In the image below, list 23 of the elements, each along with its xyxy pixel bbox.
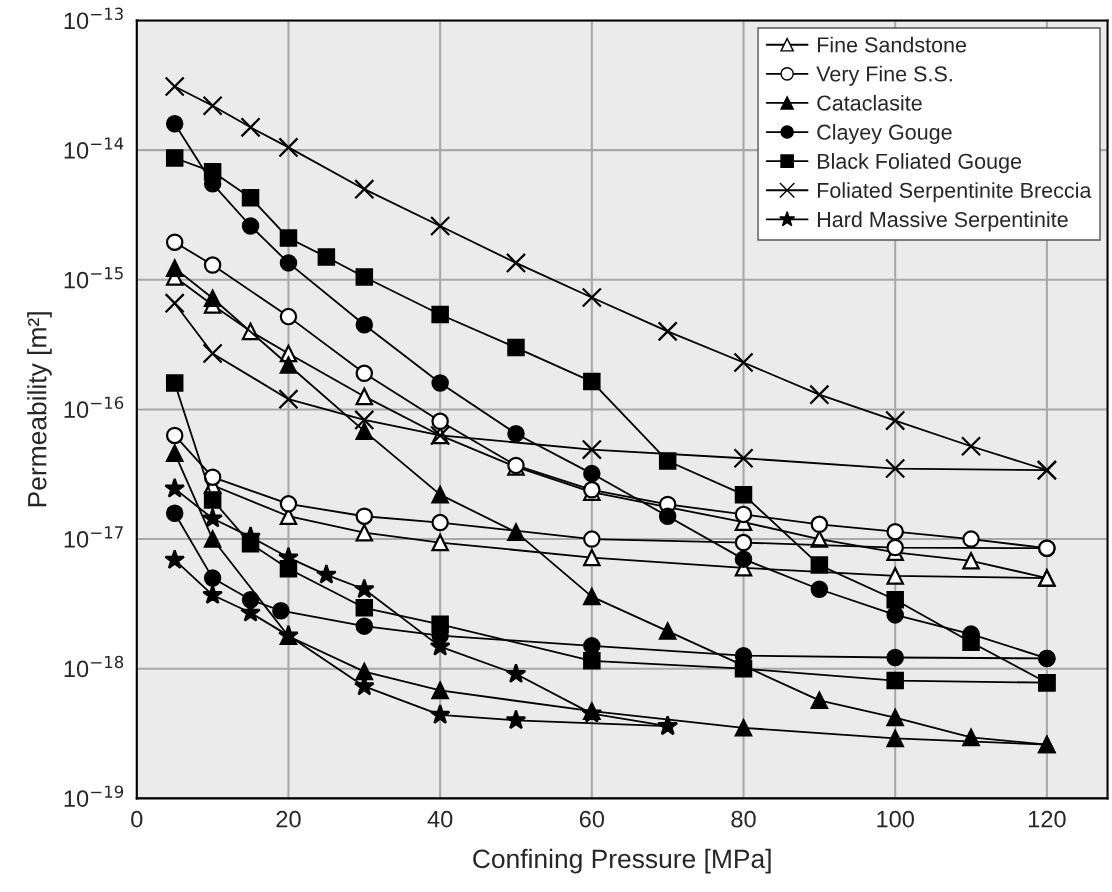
legend-label: Foliated Serpentinite Breccia	[817, 182, 1092, 203]
x-tick-label: 80	[731, 810, 756, 828]
legend-label: Clayey Gouge	[817, 123, 952, 145]
x-tick-label: 120	[1028, 810, 1066, 828]
legend-label: Very Fine S.S.	[816, 65, 952, 86]
x-tick-label: 100	[877, 810, 914, 828]
y-tick-label: 10$^{−17}$	[64, 526, 123, 548]
y-tick-label: 10$^{−19}$	[64, 785, 124, 807]
legend-label: Fine Sandstone	[817, 36, 967, 53]
x-tick-label: 20	[276, 810, 301, 828]
y-tick-label: 10$^{−16}$	[64, 396, 124, 419]
x-tick-label: 0	[131, 810, 143, 828]
legend-label: Hard Massive Serpentinite	[817, 211, 1068, 232]
x-tick-label: 40	[427, 810, 453, 828]
y-tick-label: 10$^{−15}$	[64, 267, 123, 289]
y-tick-label: 10$^{−14}$	[64, 137, 124, 159]
legend-label: Cataclasite	[817, 94, 922, 111]
y-tick-label: 10$^{−18}$	[64, 655, 124, 678]
legend-label: Black Foliated Gouge	[817, 153, 1022, 174]
y-axis-title: Permeability [m²]	[27, 312, 52, 507]
x-axis-title: Confining Pressure [MPa]	[473, 848, 771, 874]
x-tick-label: 60	[579, 810, 605, 828]
y-tick-label: 10$^{−13}$	[64, 7, 123, 30]
